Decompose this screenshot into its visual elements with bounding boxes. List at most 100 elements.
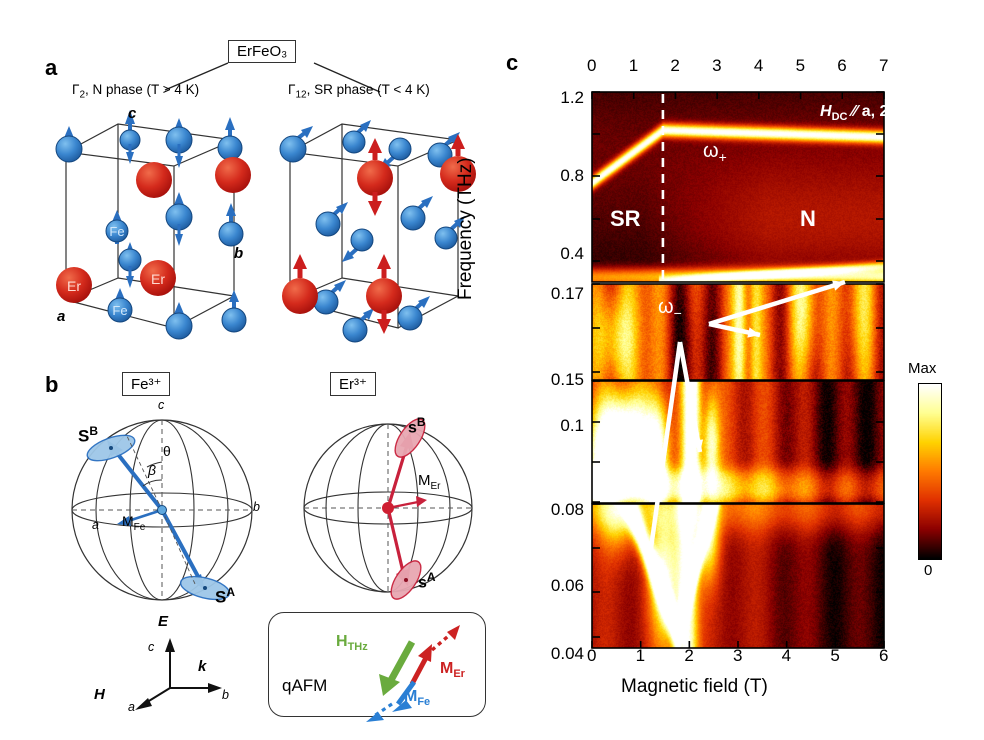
triad-a-label: a	[128, 700, 135, 714]
heatmap-midlow-subpanel[interactable]	[592, 381, 884, 503]
cell-axis-c-left: c	[128, 105, 137, 122]
compound-box: ErFeO₃	[228, 40, 297, 63]
y-axis-labels: 1.2 0.8 0.4 0.17 0.15 0.1 0.08 0.06 0.04	[520, 80, 588, 663]
compound-connector-lines	[164, 62, 381, 93]
colorbar-max-label: Max	[908, 360, 937, 377]
qafm-mer-symbol: M	[440, 660, 454, 677]
qafm-legend-box	[268, 612, 486, 717]
er-spin-a-symbol: s	[418, 574, 427, 592]
axis-tick-label: 3	[733, 646, 743, 665]
fe-spin-a-label: SA	[215, 585, 235, 608]
y-axis-tick-label: 0.8	[560, 166, 584, 185]
fe-magnetization-sub: Fe	[133, 521, 146, 533]
fe-spin-b-label: SB	[78, 424, 98, 447]
hdc-sub: DC	[831, 111, 848, 124]
panel-c-letter: c	[506, 50, 519, 75]
x-axis-title: Magnetic field (T)	[621, 676, 768, 697]
triad-E-label: E	[158, 613, 169, 630]
unit-cell-n-phase: Fe Fe Er Er	[55, 110, 251, 340]
omega-minus-sub: −	[673, 305, 682, 321]
er-ion-box-label: Er³⁺	[330, 372, 376, 396]
mode-label-omega-plus: ω+	[703, 140, 727, 165]
er-magnetization-symbol: M	[418, 472, 431, 489]
qafm-arrows	[366, 625, 460, 722]
er-site	[140, 260, 176, 296]
fe-ion-box: Fe³⁺	[122, 372, 171, 396]
panel-a-letter: a	[45, 55, 58, 80]
axis-tick-label: 2	[684, 646, 694, 665]
fe-ion-box-label: Fe³⁺	[122, 372, 171, 396]
axis-tick-label: 3	[712, 56, 722, 75]
er-spin-b-symbol: s	[408, 419, 417, 437]
er-spin-sphere	[303, 418, 473, 600]
y-axis-tick-label: 0.06	[550, 576, 584, 595]
er-site	[440, 134, 476, 192]
compound-box-label: ErFeO₃	[228, 40, 297, 63]
er-magnetization-label: MEr	[418, 472, 441, 492]
unit-cell-sr-phase	[279, 120, 476, 343]
qafm-hthz-label: HTHz	[336, 633, 368, 653]
qafm-mfe-sub: Fe	[417, 696, 431, 709]
cell-axis-b-left: b	[234, 245, 244, 262]
er-site	[282, 254, 318, 314]
y-axis-title: Frequency (THz)	[455, 157, 476, 300]
qafm-mfe-label: MFe	[404, 688, 430, 708]
gamma-sub-right: 12	[295, 89, 307, 101]
er-spin-a-sup: A	[426, 570, 436, 584]
fe-ion-label-2: Fe	[112, 303, 127, 318]
omega-plus-symbol: ω	[703, 140, 719, 162]
axis-tick-label: 4	[753, 56, 764, 75]
phase-label-n: N	[800, 206, 816, 231]
er-site	[357, 138, 393, 216]
fe-spin-sphere	[71, 419, 253, 601]
omega-plus-sub: +	[718, 149, 727, 165]
y-axis-tick-label: 0.4	[560, 244, 584, 263]
axis-tick-label: 4	[781, 646, 792, 665]
fe-axis-c-label: c	[158, 398, 165, 412]
y-axis-tick-label: 0.1	[560, 416, 584, 435]
cell-axis-a-left: a	[57, 308, 66, 325]
fe-site	[55, 126, 83, 163]
qafm-mer-label: MEr	[440, 660, 465, 680]
bottom-axis-labels: 0 1 2 3 4 5 6	[587, 646, 888, 666]
mode-label-omega-minus: ω−	[658, 296, 682, 321]
omega-minus-symbol: ω	[658, 296, 674, 318]
er-ion-box: Er³⁺	[330, 372, 376, 396]
gamma-sub-left: 2	[79, 89, 85, 101]
triad-c-label: c	[148, 640, 155, 654]
qafm-mfe-symbol: M	[404, 688, 418, 705]
hdc-rest: ∕∕ a, 2 K	[847, 103, 905, 120]
top-axis-labels: 0 1 2 3 4 5 6 7	[587, 56, 888, 76]
fe-axis-a-label: a	[92, 518, 99, 532]
theta-angle-label: θ	[163, 443, 171, 459]
axis-tick-label: 0	[587, 646, 597, 665]
er-magnetization-sub: Er	[430, 481, 441, 492]
fe-spin-b-symbol: S	[78, 426, 90, 446]
y-axis-tick-label: 0.08	[550, 500, 584, 519]
hdc-symbol: H	[820, 103, 832, 120]
axis-tick-label: 7	[879, 56, 889, 75]
y-axis-tick-label: 0.15	[550, 370, 584, 389]
qafm-title: qAFM	[282, 676, 328, 695]
axis-tick-label: 0	[587, 56, 597, 75]
qafm-hthz-symbol: H	[336, 633, 348, 650]
colorbar	[918, 383, 942, 560]
y-axis-tick-label: 0.04	[550, 644, 584, 663]
y-axis-tick-label: 1.2	[560, 88, 584, 107]
fe-magnetization-symbol: M	[122, 513, 134, 529]
er-ion-label-1: Er	[67, 278, 81, 294]
er-ion-label-2: Er	[151, 271, 165, 287]
er-site	[56, 267, 92, 303]
fe-spin-a-symbol: S	[215, 587, 227, 607]
phase-caption-left-rest: , N phase (T > 4 K)	[85, 82, 200, 97]
er-spin-b-label: sB	[408, 415, 426, 437]
heatmap-middle-subpanel[interactable]	[592, 284, 884, 380]
heatmap-lower-subpanel[interactable]	[592, 504, 884, 648]
axis-tick-label: 2	[670, 56, 680, 75]
er-site	[215, 157, 251, 193]
phase-caption-right-rest: , SR phase (T < 4 K)	[306, 82, 430, 97]
axis-tick-label: 6	[879, 646, 889, 665]
qafm-mer-sub: Er	[453, 668, 465, 681]
qafm-hthz-sub: THz	[347, 641, 368, 654]
axis-tick-label: 5	[830, 646, 840, 665]
